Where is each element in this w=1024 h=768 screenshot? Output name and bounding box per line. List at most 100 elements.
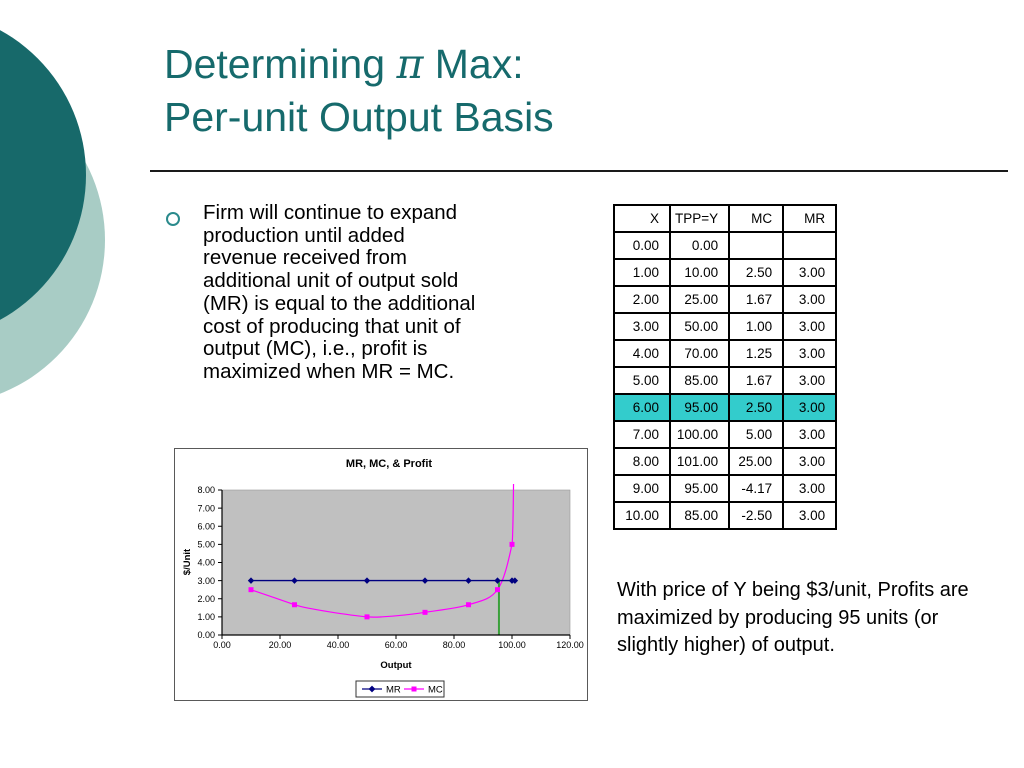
plot-area [221,489,571,636]
table-header-cell: TPP=Y [668,204,731,233]
page-title-line2: Per-unit Output Basis [164,94,554,140]
table-row: 6.00 95.00 2.50 3.00 [613,393,838,422]
bullet-line: (MR) is equal to the additional [203,291,476,315]
table-cell: 8.00 [613,447,671,476]
table-header-cell: MR [782,204,838,233]
table-row: 0.00 0.00 [613,231,838,260]
table-cell: 3.00 [782,312,838,341]
table-row: 5.00 85.00 1.67 3.00 [613,366,838,395]
y-tick-label: 7.00 [197,503,215,513]
pi-symbol: π [396,40,424,88]
mc-marker [248,587,254,593]
bullet-paragraph: Firm will continue to expand production … [203,201,476,384]
table-cell: 2.50 [728,393,785,422]
table-cell [728,231,785,260]
table-cell: 6.00 [613,393,671,422]
note-line: maximized by producing 95 units (or [617,606,939,629]
mc-marker [509,541,515,547]
table-cell: 50.00 [668,312,731,341]
table-cell: 5.00 [728,420,785,449]
table-cell: 25.00 [728,447,785,476]
title-divider [150,170,1008,172]
table-cell: 3.00 [782,474,838,503]
table-cell: 3.00 [782,285,838,314]
chart-title: MR, MC, & Profit [346,458,432,470]
note-paragraph: With price of Y being $3/unit, Profits a… [617,577,969,660]
y-tick-label: 8.00 [197,485,215,495]
table-cell: 3.00 [782,339,838,368]
table-cell: 1.25 [728,339,785,368]
table-cell: 25.00 [668,285,731,314]
x-axis-label: Output [380,660,412,671]
legend-mr-diamond-icon [368,685,376,693]
table-cell: 3.00 [782,258,838,287]
axis-ticks: 0.00 1.00 2.00 3.00 4.00 5.00 6.00 7.00 8.00 0.00… [197,485,583,650]
bullet-line: production until added [203,223,405,247]
table-cell: 100.00 [668,420,731,449]
bullet-line: additional unit of output sold [203,269,459,293]
x-tick-label: 20.00 [269,640,292,650]
title-text: Max: [423,41,524,87]
table-cell: 101.00 [668,447,731,476]
table-row: 3.00 50.00 1.00 3.00 [613,312,838,341]
legend-label-mr: MR [386,685,401,696]
bullet-line: maximized when MR = MC. [203,359,455,383]
table-cell: 85.00 [668,366,731,395]
y-tick-label: 1.00 [197,612,215,622]
table-body: 0.00 0.00 1.00 10.00 2.50 3.00 2.00 25.00 1.67 3.… [613,231,838,530]
table-cell: -4.17 [728,474,785,503]
mc-marker [466,602,471,608]
legend-box [355,680,445,698]
title-text: Determining [164,41,397,87]
table-cell: 3.00 [782,501,838,530]
table-row: 10.00 85.00 -2.50 3.00 [613,501,838,530]
table-cell: 95.00 [668,393,731,422]
chart: MR, MC, & Profit 0.00 1.00 2.00 3.00 4.00 5.0… [174,448,588,701]
note-line: slightly higher) of output. [617,634,835,656]
table-cell: 3.00 [613,312,671,341]
table-cell: 3.00 [782,393,838,422]
mc-marker [495,587,500,593]
table-cell: 1.67 [728,366,785,395]
table-row: 4.00 70.00 1.25 3.00 [613,339,838,368]
mr-marker [363,577,371,584]
y-tick-label: 0.00 [197,630,215,640]
y-tick-label: 4.00 [197,558,215,568]
table-row: 8.00 101.00 25.00 3.00 [613,447,838,476]
table-cell: 2.50 [728,258,785,287]
chart-canvas: MR, MC, & Profit 0.00 1.00 2.00 3.00 4.00 5.0… [174,448,588,701]
y-tick-label: 6.00 [197,521,215,531]
table-header-cell: X [613,204,671,233]
table-cell: 0.00 [613,231,671,260]
mr-marker [247,577,255,584]
table-cell: 2.00 [613,285,671,314]
bullet-line: output (MC), i.e., profit is [203,337,428,361]
data-table: X TPP=Y MC MR 0.00 0.00 1.00 10.00 2.50 3.00 2.00… [613,204,838,530]
bullet-circle-icon [166,212,180,226]
mr-marker [511,577,519,584]
table-header: X TPP=Y MC MR [613,204,838,233]
y-tick-label: 3.00 [197,576,215,586]
table-cell: 1.67 [728,285,785,314]
bullet-line: Firm will continue to expand [203,201,458,224]
mc-marker [292,602,297,608]
x-tick-label: 100.00 [498,640,526,650]
bullet-line: cost of producing that unit of [203,314,461,338]
legend: MR MC [355,680,445,698]
x-tick-label: 80.00 [443,640,466,650]
mr-marker [465,577,472,584]
table-cell: 3.00 [782,366,838,395]
note-line: With price of Y being $3/unit, Profits a… [617,579,969,601]
table-cell: 3.00 [782,447,838,476]
page-title-line1: Determining π Max: [164,38,554,91]
table-cell: 1.00 [613,258,671,287]
mc-marker [364,614,370,620]
table-cell: 10.00 [613,501,671,530]
table-row: 9.00 95.00 -4.17 3.00 [613,474,838,503]
x-tick-label: 0.00 [213,640,231,650]
y-axis-label: $/Unit [182,548,193,575]
legend-mc-square-icon [411,686,417,692]
chart-series [247,484,519,635]
table-cell: 95.00 [668,474,731,503]
table-cell: 5.00 [613,366,671,395]
